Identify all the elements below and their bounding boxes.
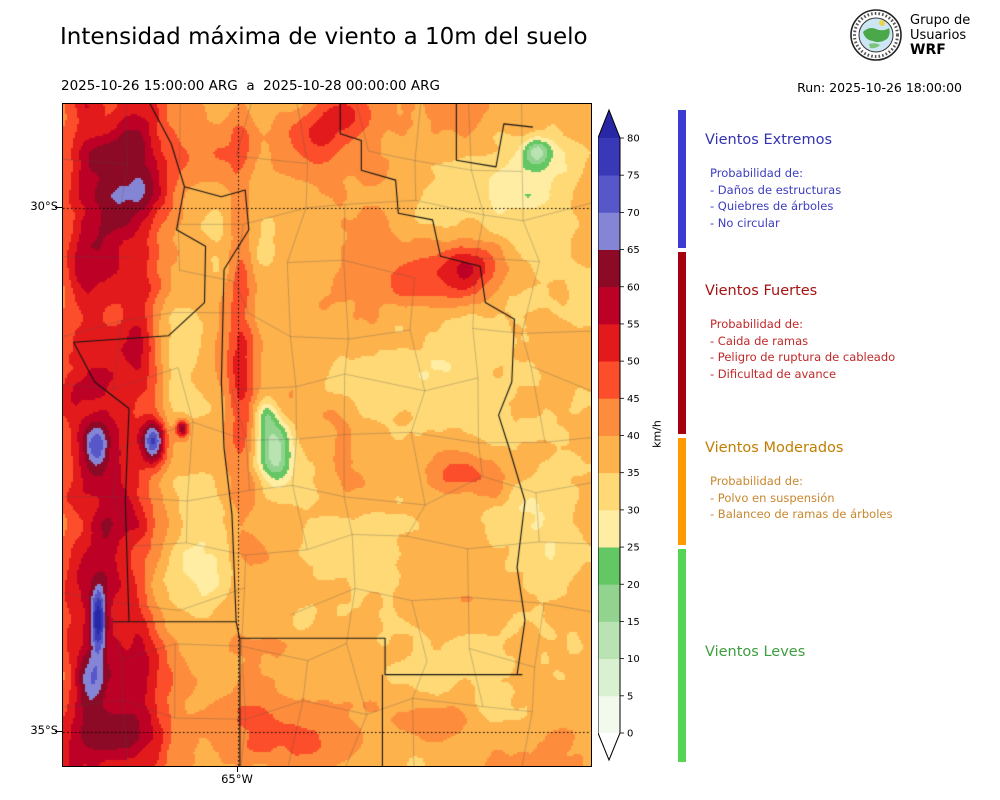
y-axis-tick-mark: [55, 206, 62, 208]
wind-intensity-map: [62, 103, 592, 767]
valid-period-label: 2025-10-26 15:00:00 ARG a 2025-10-28 00:…: [61, 78, 440, 94]
colorbar-tick-label: 60: [627, 282, 640, 293]
logo-text-line2: Usuarios: [910, 27, 967, 43]
legend-body: Probabilidad de: - Caida de ramas - Peligr…: [705, 316, 895, 382]
colorbar-bin: [598, 286, 620, 325]
colorbar-tick-label: 0: [627, 729, 633, 740]
wind-categories-legend: Vientos Extremos Probabilidad de: - Daños …: [705, 0, 997, 800]
x-axis-tick-label: 65°W: [221, 772, 253, 786]
legend-item: - Balanceo de ramas de árboles: [710, 507, 893, 521]
colorbar-bin: [598, 584, 620, 622]
colorbar-bin: [598, 472, 620, 511]
colorbar-bin: [598, 547, 620, 585]
colorbar-tick-label: 30: [627, 505, 640, 516]
legend-section-4: Vientos Leves: [705, 644, 805, 660]
legend-item: - Caida de ramas: [710, 333, 809, 348]
colorbar-bin: [598, 658, 620, 697]
colorbar-bin: [598, 695, 620, 734]
colorbar-bin: [598, 175, 620, 213]
category-bar: [678, 106, 686, 770]
legend-intro: Probabilidad de:: [710, 317, 804, 331]
legend-item: - Daños de estructuras: [710, 182, 842, 197]
logo-text-line1: Grupo de: [910, 12, 971, 28]
colorbar-tick-label: 70: [627, 208, 640, 219]
legend-section-3: Vientos Moderados Probabilidad de: - Polvo…: [705, 440, 892, 523]
colorbar-tick-label: 45: [627, 394, 640, 405]
category-range-vientos-fuertes: [678, 251, 686, 434]
globe-icon: [850, 9, 902, 61]
legend-title: Vientos Leves: [705, 644, 806, 660]
colorbar-tick-label: 65: [627, 245, 640, 256]
legend-item: - Quiebres de árboles: [710, 199, 834, 213]
x-axis-tick-mark: [236, 766, 238, 772]
colorbar-bin: [598, 621, 620, 660]
legend-intro: Probabilidad de:: [710, 166, 804, 180]
colorbar-tick-label: 40: [627, 431, 640, 442]
colorbar-tick-label: 50: [627, 357, 640, 368]
colorbar-bin: [598, 212, 620, 250]
colorbar-bin: [598, 398, 620, 436]
colorbar-tick-label: 75: [627, 171, 640, 182]
legend-title: Vientos Fuertes: [705, 283, 818, 299]
category-range-vientos-leves: [678, 549, 686, 762]
legend-section-2: Vientos Fuertes Probabilidad de: - Caida d…: [705, 283, 895, 382]
legend-title: Vientos Moderados: [705, 440, 844, 456]
run-label: Run: 2025-10-26 18:00:00: [797, 80, 962, 95]
y-axis-tick-mark: [55, 731, 62, 733]
legend-item: - Dificultad de avance: [710, 366, 837, 381]
logo-text-wrf: WRF: [910, 41, 946, 58]
colorbar-bin: [598, 138, 620, 176]
colorbar-bin: [598, 323, 620, 362]
legend-item: - No circular: [710, 215, 780, 230]
colorbar-tick-label: 10: [627, 654, 640, 665]
legend-section-1: Vientos Extremos Probabilidad de: - Daños …: [705, 132, 841, 231]
colorbar-tick-label: 25: [627, 543, 640, 554]
wind-map-canvas: [63, 104, 591, 766]
colorbar-bin: [598, 435, 620, 474]
colorbar-tick-label: 5: [627, 691, 633, 702]
colorbar-units-label: km/h: [650, 420, 664, 448]
colorbar-tick-label: 15: [627, 617, 640, 628]
colorbar-bin: [598, 249, 620, 288]
colorbar: 0 5 10 15 20 25 30 35 40 45 50 55 60 65 70 75 80: [598, 108, 640, 762]
colorbar-tick-label: 35: [627, 468, 640, 479]
logo-text: Grupo de Usuarios WRF: [910, 13, 970, 58]
legend-title: Vientos Extremos: [705, 132, 833, 148]
wrf-logo: Grupo de Usuarios WRF: [849, 8, 970, 62]
figure-title: Intensidad máxima de viento a 10m del su…: [60, 24, 588, 50]
y-axis-tick-label: 35°S: [30, 723, 58, 738]
colorbar-tick-label: 55: [627, 319, 640, 330]
legend-item: - Polvo en suspensión: [710, 490, 835, 505]
legend-body: Probabilidad de: - Daños de estructuras - …: [705, 165, 841, 231]
category-range-vientos-extremos: [678, 110, 686, 248]
legend-intro: Probabilidad de:: [710, 474, 804, 488]
colorbar-tick-label: 80: [627, 134, 640, 145]
colorbar-tick-label: 20: [627, 580, 640, 591]
y-axis-tick-label: 30°S: [30, 198, 58, 213]
colorbar-under-arrow: [598, 733, 620, 760]
colorbar-bin: [598, 509, 620, 548]
colorbar-bin: [598, 361, 620, 399]
legend-body: Probabilidad de: - Polvo en suspensión - B…: [705, 473, 892, 523]
colorbar-over-arrow: [598, 110, 620, 138]
legend-item: - Peligro de ruptura de cableado: [710, 350, 896, 364]
category-range-vientos-moderados: [678, 437, 686, 546]
